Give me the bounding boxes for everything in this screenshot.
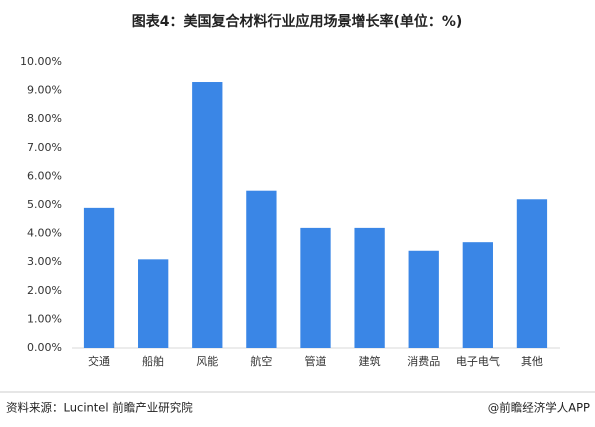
y-tick-label: 7.00% bbox=[27, 141, 62, 154]
y-tick-label: 8.00% bbox=[27, 112, 62, 125]
bar bbox=[83, 207, 115, 348]
y-tick-label: 10.00% bbox=[20, 55, 62, 68]
x-tick-label: 船舶 bbox=[142, 354, 164, 368]
x-tick-label: 消费品 bbox=[407, 354, 440, 368]
y-tick-label: 3.00% bbox=[27, 255, 62, 268]
y-tick-label: 9.00% bbox=[27, 84, 62, 97]
bar bbox=[246, 190, 277, 348]
x-tick-label: 管道 bbox=[305, 354, 327, 368]
x-tick-label: 风能 bbox=[196, 354, 218, 368]
y-tick-label: 2.00% bbox=[27, 284, 62, 297]
y-tick-label: 5.00% bbox=[27, 198, 62, 211]
bar bbox=[192, 82, 223, 349]
x-tick-label: 电子电气 bbox=[456, 354, 500, 368]
y-tick-label: 4.00% bbox=[27, 227, 62, 240]
bar bbox=[516, 199, 548, 348]
bar bbox=[408, 250, 439, 348]
x-tick-label: 交通 bbox=[88, 354, 110, 368]
chart-title: 图表4：美国复合材料行业应用场景增长率(单位：%) bbox=[132, 13, 463, 30]
x-tick-label: 其他 bbox=[521, 355, 543, 368]
bar bbox=[138, 259, 169, 348]
source-note: 资料来源：Lucintel 前瞻产业研究院 bbox=[6, 401, 193, 415]
bar bbox=[354, 227, 385, 348]
bar bbox=[300, 227, 331, 348]
x-tick-label: 建筑 bbox=[359, 354, 381, 368]
x-tick-label: 航空 bbox=[250, 354, 272, 368]
bar bbox=[462, 242, 493, 348]
y-tick-label: 6.00% bbox=[27, 169, 62, 182]
y-tick-label: 0.00% bbox=[27, 341, 62, 354]
credit: @前瞻经济学人APP bbox=[488, 401, 590, 415]
y-tick-label: 1.00% bbox=[27, 312, 62, 325]
